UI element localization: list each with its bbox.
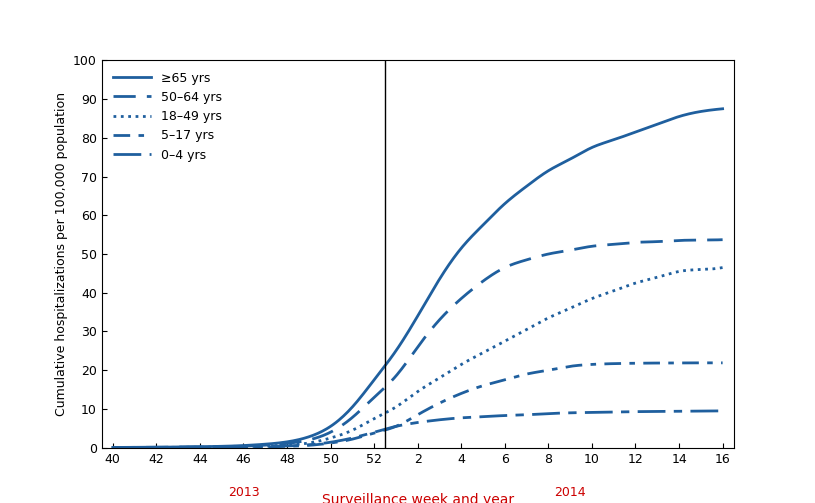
≥65 yrs	[548, 165, 557, 171]
18–49 yrs	[553, 311, 562, 317]
Line: 50–64 yrs: 50–64 yrs	[112, 240, 723, 448]
Text: 2014: 2014	[554, 486, 586, 499]
50–64 yrs	[350, 413, 359, 419]
0–4 yrs	[551, 410, 561, 416]
50–64 yrs	[491, 269, 501, 275]
≥65 yrs	[108, 445, 117, 451]
5–17 yrs	[108, 445, 117, 451]
5–17 yrs	[306, 442, 316, 448]
0–4 yrs	[548, 410, 557, 416]
50–64 yrs	[551, 249, 561, 256]
≥65 yrs	[551, 163, 561, 170]
50–64 yrs	[306, 436, 316, 442]
Line: ≥65 yrs: ≥65 yrs	[112, 109, 723, 448]
5–17 yrs	[707, 360, 717, 366]
18–49 yrs	[109, 445, 119, 451]
18–49 yrs	[108, 445, 117, 451]
5–17 yrs	[350, 436, 359, 442]
5–17 yrs	[491, 379, 501, 385]
50–64 yrs	[718, 237, 728, 243]
≥65 yrs	[306, 433, 316, 439]
Line: 0–4 yrs: 0–4 yrs	[112, 411, 723, 448]
50–64 yrs	[181, 444, 191, 450]
50–64 yrs	[108, 445, 117, 451]
Y-axis label: Cumulative hospitalizations per 100,000 population: Cumulative hospitalizations per 100,000 …	[55, 92, 68, 416]
≥65 yrs	[491, 209, 501, 215]
0–4 yrs	[718, 408, 728, 414]
0–4 yrs	[306, 442, 316, 448]
≥65 yrs	[718, 106, 728, 112]
≥65 yrs	[350, 402, 359, 408]
18–49 yrs	[351, 426, 361, 432]
Line: 18–49 yrs: 18–49 yrs	[112, 268, 723, 448]
0–4 yrs	[181, 444, 191, 450]
X-axis label: Surveillance week and year: Surveillance week and year	[322, 493, 513, 503]
Line: 5–17 yrs: 5–17 yrs	[112, 363, 723, 448]
Text: 2013: 2013	[227, 486, 259, 499]
0–4 yrs	[491, 413, 501, 419]
≥65 yrs	[181, 444, 191, 450]
0–4 yrs	[350, 435, 359, 441]
18–49 yrs	[718, 265, 728, 271]
50–64 yrs	[548, 250, 557, 256]
18–49 yrs	[493, 342, 503, 348]
5–17 yrs	[551, 366, 561, 372]
5–17 yrs	[181, 445, 191, 451]
Legend: ≥65 yrs, 50–64 yrs, 18–49 yrs, 5–17 yrs, 0–4 yrs: ≥65 yrs, 50–64 yrs, 18–49 yrs, 5–17 yrs,…	[108, 66, 227, 166]
18–49 yrs	[183, 444, 192, 450]
18–49 yrs	[308, 439, 318, 445]
5–17 yrs	[548, 366, 557, 372]
0–4 yrs	[108, 445, 117, 451]
5–17 yrs	[718, 360, 728, 366]
18–49 yrs	[549, 312, 559, 318]
